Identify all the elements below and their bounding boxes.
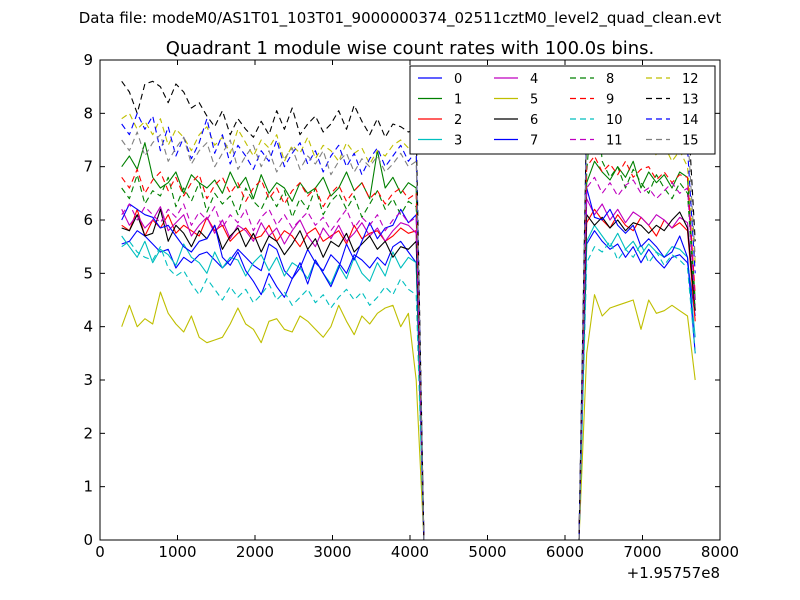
legend-label-0: 0 — [454, 72, 462, 87]
y-tick-label: 2 — [83, 424, 93, 442]
legend-label-8: 8 — [606, 72, 614, 87]
chart-title: Quadrant 1 module wise count rates with … — [166, 38, 655, 59]
y-tick-label: 4 — [83, 318, 93, 336]
legend-label-10: 10 — [606, 113, 623, 128]
y-tick-label: 3 — [83, 371, 93, 389]
y-tick-label: 1 — [83, 478, 93, 496]
axis-ticks: 0 1000 2000 3000 4000 5000 6000 7000 80000123456… — [83, 51, 739, 561]
legend-box — [409, 65, 716, 155]
y-tick-label: 0 — [83, 531, 93, 549]
series-line-1 — [121, 142, 696, 540]
y-tick-label: 6 — [83, 211, 93, 229]
x-tick-label: 3000 — [313, 543, 351, 561]
series-line-5 — [121, 291, 696, 540]
x-tick-label: 6000 — [546, 543, 584, 561]
legend-label-15: 15 — [682, 134, 699, 149]
series-line-7 — [121, 187, 696, 540]
x-tick-label: 5000 — [468, 543, 506, 561]
series-line-8 — [121, 70, 696, 540]
series-line-10 — [121, 240, 696, 540]
legend-label-11: 11 — [606, 134, 623, 149]
legend-label-7: 7 — [530, 134, 538, 149]
legend-label-13: 13 — [682, 93, 699, 108]
legend-label-1: 1 — [454, 93, 462, 108]
y-tick-label: 8 — [83, 104, 93, 122]
series-line-4 — [121, 198, 696, 540]
x-tick-label: 4000 — [391, 543, 429, 561]
series-line-3 — [121, 224, 696, 540]
legend-label-14: 14 — [682, 113, 699, 128]
series-line-9 — [121, 155, 696, 540]
legend-label-2: 2 — [454, 113, 462, 128]
x-axis-offset-label: +1.95757e8 — [627, 564, 720, 582]
y-tick-label: 9 — [83, 51, 93, 69]
legend-label-3: 3 — [454, 134, 462, 149]
y-tick-label: 5 — [83, 264, 93, 282]
legend-label-12: 12 — [682, 72, 699, 87]
legend-label-5: 5 — [530, 93, 538, 108]
plot-frame — [99, 59, 721, 541]
x-tick-label: 2000 — [236, 543, 274, 561]
y-tick-label: 7 — [83, 158, 93, 176]
figure-suptitle: Data file: modeM0/AS1T01_103T01_90000003… — [79, 9, 722, 28]
x-tick-label: 8000 — [701, 543, 739, 561]
x-tick-label: 1000 — [158, 543, 196, 561]
legend-label-6: 6 — [530, 113, 538, 128]
series-line-11 — [121, 176, 696, 540]
legend-label-4: 4 — [530, 72, 538, 87]
legend-label-9: 9 — [606, 93, 614, 108]
series-line-6 — [121, 208, 696, 540]
x-tick-label: 7000 — [623, 543, 661, 561]
series-line-13 — [121, 70, 696, 540]
x-tick-label: 0 — [95, 543, 105, 561]
series-line-0 — [121, 230, 696, 540]
